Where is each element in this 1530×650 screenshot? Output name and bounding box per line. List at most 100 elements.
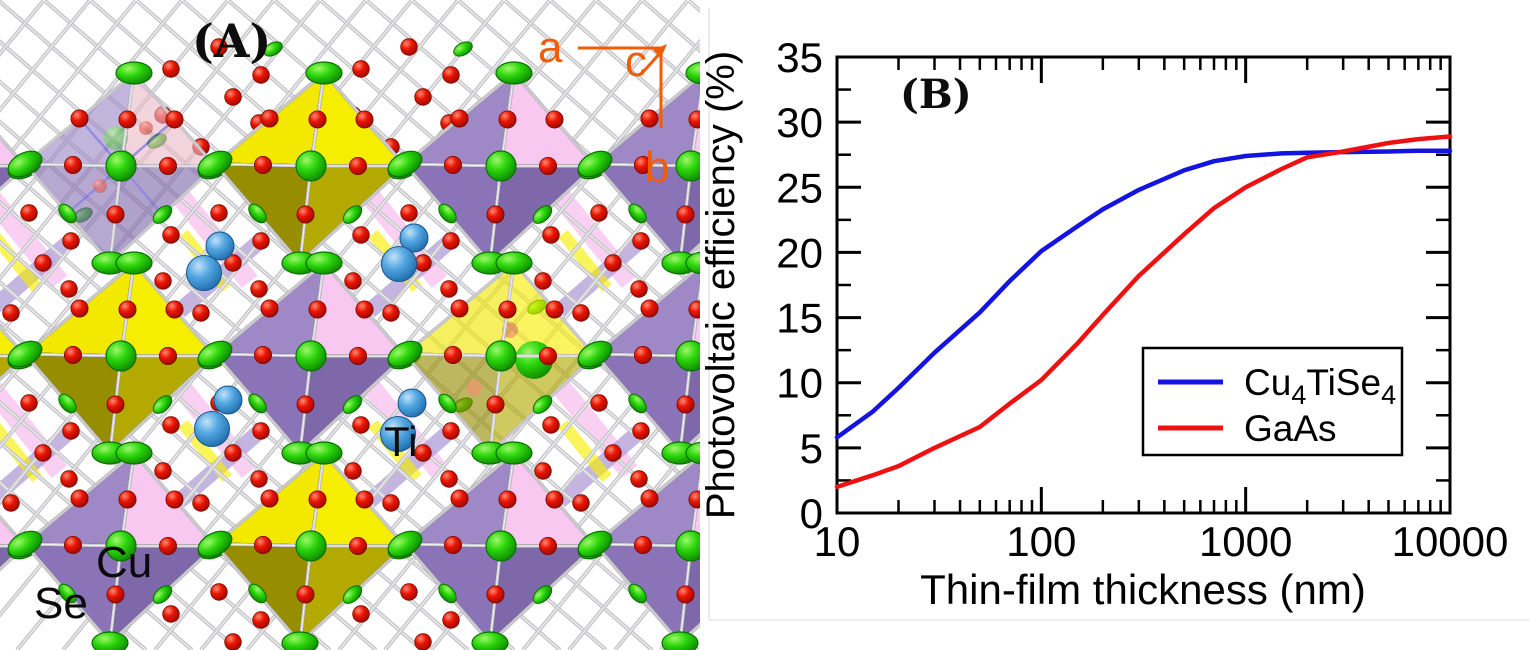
- octahedron: [577, 61, 700, 275]
- panel-b-label: (B): [900, 71, 972, 118]
- red-atom: [352, 60, 370, 78]
- ti-atom-label: Ti: [384, 418, 417, 465]
- interior-orange-atom: [466, 380, 482, 396]
- blue-atom: [381, 246, 417, 282]
- red-atom: [414, 444, 432, 462]
- red-atom: [62, 422, 80, 440]
- red-atom: [260, 489, 279, 508]
- blue-atom: [213, 385, 243, 415]
- red-atom: [443, 536, 462, 555]
- octahedron: [197, 251, 423, 465]
- red-atom: [352, 416, 370, 434]
- bond: [0, 544, 27, 572]
- green-atom-small: [532, 395, 553, 414]
- red-atom: [252, 232, 270, 250]
- red-atom: [106, 585, 125, 604]
- green-atom-small: [532, 205, 553, 224]
- red-atom: [634, 536, 653, 555]
- green-center-atom: [295, 150, 327, 182]
- red-atom: [20, 204, 38, 222]
- red-atom: [640, 109, 659, 128]
- red-atom: [442, 422, 460, 440]
- y-axis-title: Photovoltaic efficiency (%): [700, 51, 743, 519]
- red-atom: [260, 299, 279, 318]
- red-atom: [344, 462, 362, 480]
- axis-b-label: b: [645, 143, 669, 192]
- red-atom: [534, 462, 552, 480]
- curve-gaas: [834, 134, 1453, 490]
- green-atom-small: [342, 395, 363, 414]
- red-atom: [590, 394, 608, 412]
- red-atom: [688, 490, 700, 509]
- green-atom-small: [152, 205, 173, 224]
- red-atom: [252, 66, 270, 84]
- green-vertex-atom: [197, 150, 233, 178]
- red-atom: [344, 272, 362, 290]
- octahedron: [387, 61, 613, 275]
- red-atom: [604, 254, 622, 272]
- green-vertex-atom: [577, 340, 613, 368]
- red-atom: [443, 155, 462, 174]
- red-atom: [688, 110, 700, 129]
- bond-highlight: [0, 0, 137, 167]
- octahedron: [387, 251, 613, 465]
- bond-highlight: [0, 0, 91, 111]
- green-atom-small: [263, 41, 283, 57]
- green-atom-small: [438, 203, 457, 224]
- green-vertex-atom: [661, 631, 699, 650]
- green-atom-small: [342, 585, 363, 604]
- red-atom: [632, 422, 650, 440]
- bond: [0, 354, 27, 382]
- y-axis-tick-label: 10: [776, 360, 823, 407]
- red-atom: [450, 299, 469, 318]
- y-axis-tick-label: 20: [776, 229, 823, 276]
- red-atom: [450, 489, 469, 508]
- red-atom: [542, 226, 560, 244]
- red-atom: [165, 490, 184, 509]
- axis-ticks: [837, 55, 1450, 515]
- red-atom: [443, 345, 462, 364]
- blue-atom: [380, 416, 416, 452]
- se-atom-label: Se: [34, 579, 88, 628]
- green-vertex-atom: [685, 441, 700, 465]
- red-atom: [252, 611, 270, 629]
- x-axis-title: Thin-film thickness (nm): [920, 566, 1366, 613]
- blue-atom: [397, 388, 427, 418]
- green-center-atom: [295, 530, 327, 562]
- red-atom: [34, 254, 52, 272]
- green-vertex-atom: [115, 61, 153, 85]
- x-axis-tick-label: 1000: [1199, 518, 1292, 565]
- y-axis-tick-label: 35: [776, 34, 823, 81]
- green-vertex-atom: [685, 251, 700, 275]
- red-atom: [192, 304, 210, 322]
- red-atom: [442, 232, 460, 250]
- green-atom-small: [342, 205, 363, 224]
- red-atom: [158, 537, 177, 556]
- red-atom: [400, 38, 418, 56]
- axis-c-label: c: [625, 37, 647, 86]
- green-vertex-atom: [305, 61, 343, 85]
- octahedron: [387, 441, 613, 650]
- red-atom: [634, 345, 653, 364]
- red-atom: [414, 633, 432, 650]
- legend-label-cu4tise4: Cu4TiSe4: [1244, 362, 1396, 410]
- green-atom-small: [58, 393, 77, 414]
- red-atom: [60, 280, 78, 298]
- efficiency-chart-panel: 10 100 1000 10000 0 5 10 15 20 25 30 35 Cu4TiSe4GaAs…: [700, 8, 1529, 621]
- red-atom: [70, 489, 89, 508]
- green-center-atom: [675, 150, 700, 182]
- crystal-axes-indicator: a c b: [538, 23, 669, 192]
- green-atom-small: [58, 583, 77, 604]
- red-atom: [250, 280, 268, 298]
- red-atom: [450, 109, 469, 128]
- red-atom: [640, 489, 659, 508]
- octahedron: [577, 441, 700, 650]
- red-atom: [252, 422, 270, 440]
- red-atom: [542, 416, 560, 434]
- red-atom: [440, 280, 458, 298]
- red-atom: [400, 583, 418, 601]
- red-atom: [355, 490, 374, 509]
- x-axis-tick-label: 10000: [1392, 518, 1509, 565]
- red-atom: [676, 585, 695, 604]
